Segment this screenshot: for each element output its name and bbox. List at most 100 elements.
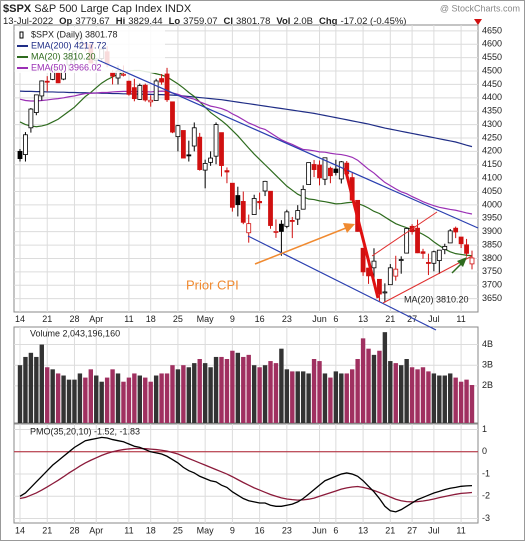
candle-body xyxy=(404,228,410,254)
legend-label: MA(20) 3810.20 xyxy=(31,51,96,61)
y-tick-label: 4000 xyxy=(482,199,502,209)
y-tick-label: 3950 xyxy=(482,213,502,223)
x-tick-label: 11 xyxy=(124,314,133,324)
cpi-arrow xyxy=(254,227,347,265)
x-tick-label: May xyxy=(197,314,215,324)
y-tick-label: -2 xyxy=(482,491,490,501)
volume-bar xyxy=(186,367,192,423)
volume-bar xyxy=(192,363,197,423)
volume-bar xyxy=(219,356,224,423)
candle-body xyxy=(44,80,50,83)
y-tick-label: 4150 xyxy=(482,159,502,169)
y-tick-label: 1 xyxy=(482,424,487,434)
volume-bar xyxy=(284,369,290,423)
candle-body xyxy=(328,167,333,177)
x-tick-label: 23 xyxy=(282,525,292,535)
y-tick-label: 3850 xyxy=(482,239,502,249)
volume-bar xyxy=(72,379,77,423)
y-tick-label: 4400 xyxy=(482,92,502,102)
channel-line xyxy=(382,255,473,304)
volume-bar xyxy=(349,369,355,423)
candle-body xyxy=(142,84,148,101)
candle-body xyxy=(382,291,388,294)
y-tick-label: 4250 xyxy=(482,132,502,142)
volume-bar xyxy=(50,369,55,423)
volume-bar xyxy=(251,365,257,423)
x-tick-label: Jun xyxy=(312,525,327,535)
annotation: MA(20) 3810.20 xyxy=(404,294,469,304)
volume-bar xyxy=(99,381,104,423)
volume-bar xyxy=(17,365,23,423)
volume-bar xyxy=(121,381,126,423)
y-tick-label: 3700 xyxy=(482,280,502,290)
candle-body xyxy=(458,236,464,245)
x-tick-label: 9 xyxy=(230,314,235,324)
volume-bar xyxy=(339,373,344,423)
quote-value: 3779.67 xyxy=(75,16,109,27)
y-tick-label: 4550 xyxy=(482,52,502,62)
quote-value: 3829.44 xyxy=(128,16,162,27)
candle-body xyxy=(338,161,344,180)
volume-bar xyxy=(377,350,382,423)
y-tick-label: 0 xyxy=(482,446,487,456)
volume-bar xyxy=(213,356,219,423)
volume-bar xyxy=(295,371,300,423)
volume-bar xyxy=(83,377,88,423)
y-tick-label: 4600 xyxy=(482,39,502,49)
candle-body xyxy=(273,231,279,233)
quote-value: -17.02 (-0.45%) xyxy=(340,16,406,27)
candle-body xyxy=(311,164,317,170)
candle-body xyxy=(251,198,257,215)
line-series xyxy=(19,436,473,513)
candle-body xyxy=(306,162,312,185)
symbol: $SPX xyxy=(3,3,32,15)
candle-body xyxy=(33,94,39,113)
candle-body xyxy=(175,125,181,138)
candle-body xyxy=(278,223,284,232)
x-tick-label: 11 xyxy=(456,314,465,324)
volume-bar xyxy=(224,359,230,423)
candle-body xyxy=(469,257,475,265)
volume-bar xyxy=(409,367,415,423)
x-tick-label: 27 xyxy=(407,314,417,324)
y-tick-label: 4350 xyxy=(482,106,502,116)
legend-swatch xyxy=(19,31,24,39)
volume-bar xyxy=(448,373,453,423)
annotation: Prior CPI xyxy=(186,277,239,292)
panel-title: PMO(35,20,10) -1.52, -1.83 xyxy=(30,426,140,436)
candle-body xyxy=(387,267,393,286)
candle-body xyxy=(131,87,137,100)
x-tick-label: 28 xyxy=(69,314,79,324)
volume-bar xyxy=(415,369,420,423)
candle-body xyxy=(170,101,175,133)
quote-value: 3801.78 xyxy=(236,16,270,27)
volume-bar xyxy=(28,352,34,423)
price-panel xyxy=(13,24,479,313)
volume-panel xyxy=(13,326,479,424)
x-tick-label: 13 xyxy=(358,314,368,324)
volume-bar xyxy=(431,373,437,423)
candle-body xyxy=(426,262,431,264)
volume-bar xyxy=(333,371,339,423)
candle-body xyxy=(219,132,224,166)
quote-date: 13-Jul-2022 xyxy=(3,16,53,27)
quote-label: Lo xyxy=(169,16,181,27)
volume-bar xyxy=(110,369,115,423)
volume-bar xyxy=(77,373,83,423)
candle-body xyxy=(164,73,170,101)
x-tick-label: 14 xyxy=(15,525,25,535)
candle-body xyxy=(284,211,290,227)
candle-body xyxy=(246,223,252,234)
volume-bar xyxy=(442,375,447,423)
y-tick-label: 4500 xyxy=(482,65,502,75)
candle-body xyxy=(229,182,235,208)
volume-bar xyxy=(306,373,311,423)
candle-body xyxy=(262,180,268,192)
line-series xyxy=(19,90,473,215)
volume-bar xyxy=(235,352,241,423)
volume-bar xyxy=(148,381,153,423)
quote-label: Cl xyxy=(224,16,234,27)
volume-bar xyxy=(399,365,404,423)
